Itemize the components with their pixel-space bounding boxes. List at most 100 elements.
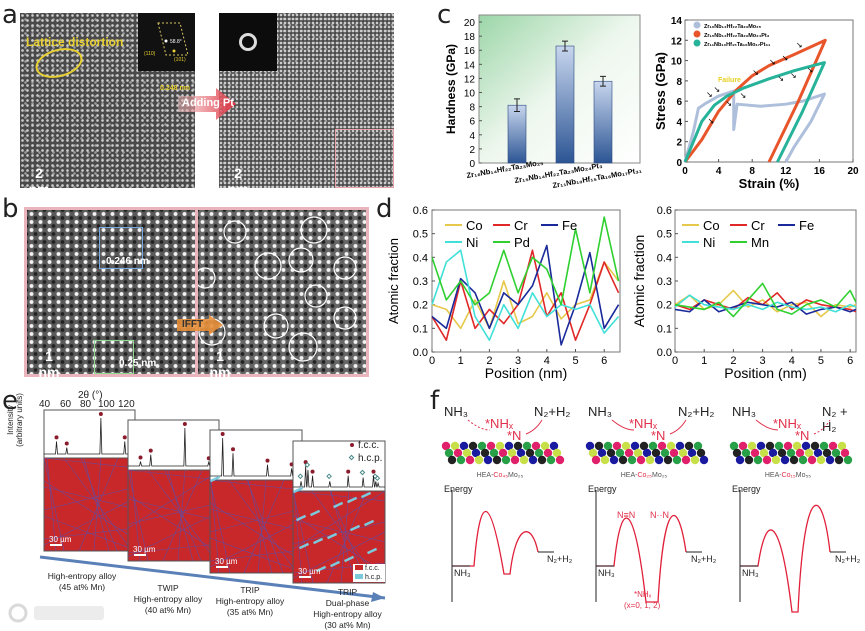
surface-atom [441, 441, 451, 451]
grain-boundaries [43, 457, 136, 552]
surface-atom [687, 448, 697, 458]
y-tick-label: 0.3 [657, 276, 672, 288]
hcp-lath [347, 496, 358, 504]
surface-atom [600, 455, 610, 465]
legend-label: Ni [703, 235, 715, 250]
x-tick: 60 [60, 399, 72, 410]
legend-label: Zr₁₁Nb₁₀Hf₁₅Ta₁₆Mo₁₇Pt₃₁ [704, 42, 771, 48]
ebsd-map [43, 457, 136, 552]
surface-atom [639, 441, 649, 451]
bar [555, 45, 575, 164]
deformation-arrow: ↘ [706, 90, 713, 99]
phase-legend: f.c.c. h.c.p. [353, 564, 385, 582]
scale-bar: 1 nm [33, 348, 65, 385]
legend-label: Cr [514, 218, 528, 233]
x-tick-label: 0 [672, 355, 678, 367]
surface-atom [756, 441, 766, 451]
surface-atom [618, 455, 628, 465]
surface-atom [780, 455, 790, 465]
legend-fcc-marker-label: f.c.c. [358, 440, 380, 451]
energy-axis-label: Energy [444, 484, 473, 494]
y-tick-label: 0.3 [413, 276, 428, 288]
surface-atom [657, 441, 667, 451]
surface-atom [597, 448, 607, 458]
scale-label: 30 µm [49, 535, 72, 544]
surface-atom [681, 455, 691, 465]
n-intermediate-label: *N [651, 428, 666, 443]
surface-atom [552, 448, 562, 458]
surface-atom [465, 455, 475, 465]
fft-index-110: (110) [144, 51, 156, 57]
legend-fcc-marker [350, 443, 354, 447]
surface-atom [456, 455, 466, 465]
catalyst-mo: Mo₂₅ [651, 472, 668, 479]
panel-f-reaction: NH₃ *NHₓ *N N₂+H₂ HEA-Co₄₅Mo₂₅ Energy NH… [430, 390, 865, 629]
surface-atom [729, 441, 739, 451]
surface-atom [555, 455, 565, 465]
series-line-cr [431, 249, 620, 341]
y-tick-label: 0.5 [413, 229, 428, 241]
spacing-label-bottom: 0.25 nm [119, 358, 157, 369]
stage-label-3: TRIP High-entropy alloy (35 at% Mn) [210, 585, 290, 618]
cluster-circles [198, 216, 357, 362]
reaction-column-2: NH₃ *NHₓ *N N₂+H₂ HEA-Co₂₅Mo₂₅ Energy NH… [574, 390, 718, 629]
product-level-label: N₂+H₂ [835, 554, 861, 564]
surface-atom [837, 441, 847, 451]
surface-atom [645, 455, 655, 465]
catalyst-co: Co₄₅ [493, 472, 509, 479]
ifft-arrow: IFFT [177, 315, 223, 335]
reactant-level-label: NH₃ [742, 568, 759, 578]
hcp-peak-marker [359, 469, 366, 476]
series-line-ni [674, 294, 857, 313]
surface-atom [690, 455, 700, 465]
hcp-lath [367, 547, 378, 555]
stage-4-composition: (30 at% Mn) [324, 620, 371, 630]
energy-profile [596, 514, 702, 603]
surface-atom [750, 448, 760, 458]
surface-atom [633, 448, 643, 458]
surface-atom [471, 448, 481, 458]
ts2-label: N··N [650, 510, 669, 520]
legend-label: Pd [514, 235, 530, 250]
fcc-peak-marker [310, 469, 315, 474]
surface-atom [666, 441, 676, 451]
scale-label: 30 µm [215, 557, 238, 566]
nh3-label: NH₃ [588, 404, 613, 419]
bar [593, 80, 613, 164]
fcc-peak-marker [98, 412, 103, 416]
surface-atom [834, 455, 844, 465]
surface-atom [660, 448, 670, 458]
x-axis-label: Strain (%) [739, 176, 800, 191]
surface-atom [672, 455, 682, 465]
product-level-label: N₂+H₂ [691, 554, 717, 564]
fcc-peak-marker [64, 441, 69, 446]
surface-atom [768, 448, 778, 458]
series-line-ni [431, 249, 620, 341]
x-axis-label: Position (nm) [724, 365, 806, 381]
stage-4-type: TRIP [337, 587, 358, 597]
stage-3-composition: (35 at% Mn) [226, 607, 274, 617]
reaction-arrow [669, 419, 687, 435]
surface-atom [765, 441, 775, 451]
fcc-peak-marker [220, 432, 225, 436]
surface-atom [789, 455, 799, 465]
y-tick-label: 0.6 [413, 205, 428, 217]
legend-label: Co [703, 218, 720, 233]
y-tick-label: 8 [676, 77, 682, 88]
stage-3-name: High-entropy alloy [215, 596, 285, 606]
surface-atom [696, 448, 706, 458]
series-line-co [431, 261, 620, 330]
reaction-graphics [585, 419, 709, 603]
y-tick-label: 4 [676, 117, 682, 128]
hcp-lath [333, 501, 344, 509]
surface-atom [762, 455, 772, 465]
x-axis-label: Position (nm) [485, 365, 567, 381]
surface-atom [489, 448, 499, 458]
surface-atom [678, 448, 688, 458]
hcp-lath [316, 565, 327, 573]
scale-bar: 2 nm [223, 165, 253, 202]
panel-label-b: b [2, 194, 19, 224]
hcp-lath [210, 475, 221, 483]
reaction-column-1: NH₃ *NHₓ *N N₂+H₂ HEA-Co₄₅Mo₂₅ Energy NH… [430, 390, 574, 629]
surface-atom [492, 455, 502, 465]
